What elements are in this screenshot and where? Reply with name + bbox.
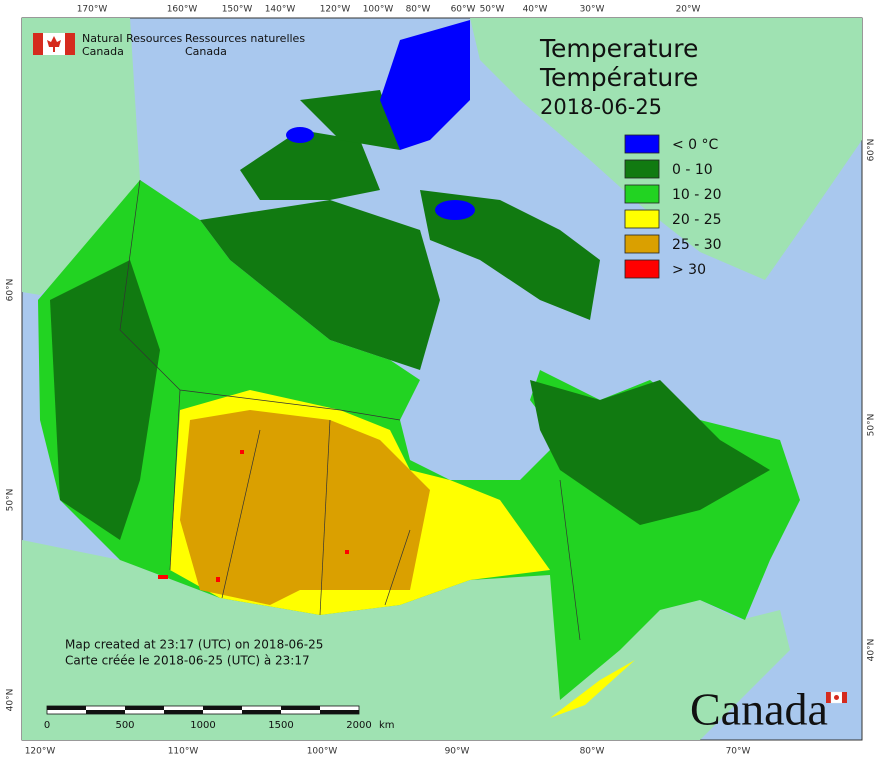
legend-swatch <box>624 159 660 179</box>
org-fr: Canada <box>185 45 227 58</box>
legend-swatch <box>624 134 660 154</box>
legend-label: 0 - 10 <box>672 162 713 178</box>
border <box>119 179 401 421</box>
alaska <box>22 18 140 295</box>
header: Natural Resources Canada Ressources natu… <box>33 32 305 58</box>
border <box>559 479 581 641</box>
graticule-labels: 170°W 160°W 150°W 140°W 120°W 100°W 80°W 60°W 50… <box>6 5 877 757</box>
flag-band <box>826 692 831 703</box>
top-label: 50°W <box>480 5 505 15</box>
ellesmere-island <box>380 20 470 150</box>
border <box>319 419 331 616</box>
left-label: 50°N <box>6 489 16 512</box>
bottom-label: 80°W <box>580 747 605 757</box>
bottom-label: 70°W <box>726 747 751 757</box>
top-label: 60°W <box>451 5 476 15</box>
bottom-label: 120°W <box>25 747 56 757</box>
arctic-island <box>300 90 400 150</box>
top-label: 120°W <box>320 5 351 15</box>
top-label: 30°W <box>580 5 605 15</box>
bottom-label: 110°W <box>168 747 199 757</box>
legend-swatch <box>624 209 660 229</box>
left-label: 40°N <box>6 689 16 712</box>
scale-label: 500 <box>115 720 134 731</box>
top-label: 150°W <box>222 5 253 15</box>
org-fr: Ressources naturelles <box>185 32 305 45</box>
hot-spot <box>345 550 349 554</box>
title: Temperature <box>539 34 698 63</box>
top-label: 140°W <box>265 5 296 15</box>
scale-segment <box>86 710 125 714</box>
credit: Map created at 23:17 (UTC) on 2018-06-25 <box>65 638 323 652</box>
scale-segment <box>281 706 320 710</box>
hot-spot <box>158 575 168 579</box>
date: 2018-06-25 <box>540 95 662 119</box>
legend-swatch <box>624 234 660 254</box>
org-en: Canada <box>82 45 124 58</box>
legend-label: 20 - 25 <box>672 212 722 228</box>
scale-segment <box>320 710 359 714</box>
top-label: 80°W <box>406 5 431 15</box>
bottom-label: 100°W <box>307 747 338 757</box>
legend-swatch <box>624 184 660 204</box>
top-label: 40°W <box>523 5 548 15</box>
title: Température <box>539 63 698 92</box>
org-en: Natural Resources <box>82 32 183 45</box>
flag-band <box>65 33 75 55</box>
hot-spot <box>216 577 220 582</box>
border <box>384 529 411 606</box>
scale-label: 1500 <box>268 720 293 731</box>
scale-segment <box>203 706 242 710</box>
flag-band <box>33 33 43 55</box>
right-label: 60°N <box>867 139 877 162</box>
baffin-island <box>420 190 600 320</box>
scale-unit: km <box>379 720 395 731</box>
borders <box>119 179 581 641</box>
coast-zone <box>50 260 160 540</box>
scale-segment <box>164 710 203 714</box>
scale-bar: 0 500 1000 1500 2000 km <box>44 705 395 731</box>
flag-leaf <box>834 695 839 700</box>
scale-label: 1000 <box>190 720 215 731</box>
greenland <box>470 18 862 280</box>
right-label: 50°N <box>867 414 877 437</box>
north-zone <box>200 200 440 370</box>
scale-segment <box>47 706 86 710</box>
legend-label: < 0 °C <box>672 137 719 153</box>
quebec-zone <box>530 380 770 525</box>
scale-label: 0 <box>44 720 50 731</box>
cold-patch <box>286 127 314 143</box>
legend-swatch <box>624 259 660 279</box>
wordmark: Canada <box>690 684 847 735</box>
legend-label: > 30 <box>672 262 706 278</box>
land <box>22 18 862 740</box>
victoria-island <box>240 130 380 200</box>
hot-zone <box>180 410 430 605</box>
left-label: 60°N <box>6 279 16 302</box>
legend-label: 10 - 20 <box>672 187 722 203</box>
right-label: 40°N <box>867 639 877 662</box>
bottom-label: 90°W <box>445 747 470 757</box>
cold-patch <box>435 200 475 220</box>
legend: < 0 °C 0 - 10 10 - 20 20 - 25 25 - 30 > 30 <box>624 134 722 279</box>
hot-spot <box>240 450 244 454</box>
top-label: 160°W <box>167 5 198 15</box>
top-label: 170°W <box>77 5 108 15</box>
credit: Carte créée le 2018-06-25 (UTC) à 23:17 <box>65 654 310 668</box>
scale-segment <box>125 706 164 710</box>
scale-label: 2000 <box>346 720 371 731</box>
border <box>169 389 181 571</box>
ontario-zone <box>550 660 635 718</box>
scale-segment <box>242 710 281 714</box>
flag-band <box>842 692 847 703</box>
top-label: 20°W <box>676 5 701 15</box>
legend-label: 25 - 30 <box>672 237 722 253</box>
top-label: 100°W <box>363 5 394 15</box>
border <box>221 429 261 599</box>
wordmark-text: Canada <box>690 684 828 735</box>
flag-leaf <box>47 36 61 52</box>
